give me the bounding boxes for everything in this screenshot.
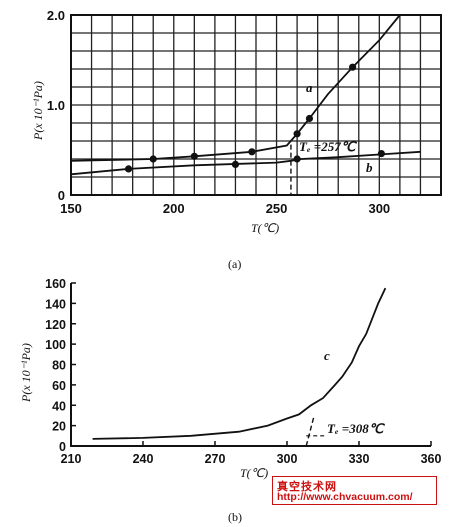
watermark-url: http://www.chvacuum.com/ xyxy=(277,491,413,503)
chart-a-series-b-point xyxy=(231,160,240,168)
chart-b-x-tick-label: 240 xyxy=(133,452,154,466)
chart-a-y-label: P(x 10⁻¹Pa) xyxy=(31,81,45,141)
chart-a-series-b-label: b xyxy=(366,160,373,175)
chart-a-te-annotation: Tₑ =257℃ xyxy=(299,139,358,154)
chart-b-x-ticks: 210 240 270 300 330 360 xyxy=(61,441,442,466)
chart-a-series-b-point xyxy=(377,150,385,158)
chart-a: 01.02.0 150 200 250 300 P(x 10⁻¹Pa) T(℃) a … xyxy=(31,8,442,271)
chart-b-y-label: P(x 10⁻¹Pa) xyxy=(19,343,33,403)
chart-b-x-tick-label: 360 xyxy=(421,452,442,466)
chart-a-series-a-point xyxy=(190,152,198,160)
chart-a-series-b-point xyxy=(124,165,133,173)
chart-a-series-a-point xyxy=(349,63,357,71)
chart-b-series-c-label: c xyxy=(324,348,330,363)
chart-a-series-a-point xyxy=(149,155,157,163)
chart-a-x-ticks: 150 200 250 300 xyxy=(60,201,390,216)
chart-b-y-tick-label: 160 xyxy=(45,277,66,291)
chart-a-series-a-point xyxy=(293,130,301,138)
chart-b-series-c-line xyxy=(92,287,387,440)
chart-a-frame xyxy=(70,14,442,196)
chart-b-y-tick-label: 140 xyxy=(45,297,66,311)
chart-b-y-tick-label: 40 xyxy=(52,399,66,413)
chart-a-x-tick-label: 200 xyxy=(163,201,185,216)
watermark-stamp: 真空技术网 http://www.chvacuum.com/ xyxy=(272,476,437,505)
chart-a-y-tick-label: 2.0 xyxy=(47,8,65,23)
chart-b-x-tick-label: 300 xyxy=(277,452,298,466)
chart-a-x-label: T(℃) xyxy=(251,221,279,235)
chart-a-y-tick-label: 1.0 xyxy=(47,98,65,113)
chart-b-x-label: T(℃) xyxy=(240,466,268,480)
chart-a-series-a-point xyxy=(305,114,314,123)
chart-a-markers xyxy=(124,63,385,173)
chart-a-series xyxy=(70,14,421,176)
chart-b-y-tick-label: 80 xyxy=(52,359,66,373)
chart-b-y-tick-label: 0 xyxy=(59,440,66,454)
chart-b-te-dashed-line xyxy=(305,415,315,447)
chart-a-y-ticks: 0 1.0 2.0 xyxy=(47,8,65,203)
chart-b-series xyxy=(92,287,387,440)
chart-a-y-tick-label: 0 xyxy=(58,188,65,203)
chart-a-x-tick-label: 250 xyxy=(266,201,288,216)
chart-b-te-annotation: Tₑ =308℃ xyxy=(327,421,386,436)
chart-b-x-tick-label: 210 xyxy=(61,452,82,466)
chart-b-y-ticks: 0 20 40 60 80 100 120 140 160 xyxy=(45,277,76,454)
chart-b-x-tick-label: 330 xyxy=(349,452,370,466)
chart-b-x-tick-label: 270 xyxy=(205,452,226,466)
chart-b-y-tick-label: 120 xyxy=(45,318,66,332)
chart-a-x-tick-label: 300 xyxy=(368,201,390,216)
chart-b: 0 20 40 60 80 100 120 140 160 210 240 270 300 330 360… xyxy=(19,277,441,524)
chart-a-series-a-point xyxy=(248,148,256,156)
chart-a-series-a-label: a xyxy=(306,80,313,95)
chart-b-y-tick-label: 60 xyxy=(52,379,66,393)
watermark-title: 真空技术网 xyxy=(277,480,337,493)
chart-a-grid xyxy=(71,15,441,195)
chart-a-caption: (a) xyxy=(228,257,241,271)
chart-b-caption: (b) xyxy=(228,510,242,524)
chart-a-x-tick-label: 150 xyxy=(60,201,82,216)
chart-b-y-tick-label: 100 xyxy=(45,338,66,352)
chart-b-y-tick-label: 20 xyxy=(52,420,66,434)
chart-a-series-b-point xyxy=(293,155,301,163)
